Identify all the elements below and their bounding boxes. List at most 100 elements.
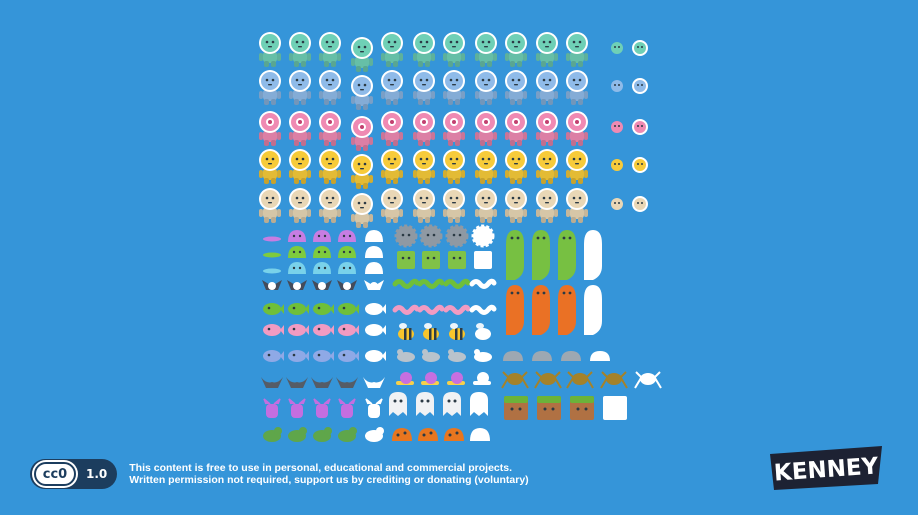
block-sprite (474, 251, 492, 269)
enemy-slime-sprite (313, 230, 331, 242)
grass-block-sprite (504, 396, 528, 420)
beetle-sprite (392, 428, 412, 441)
enemy-turtle-sprite (313, 427, 332, 442)
tall-worm-sprite (558, 230, 576, 280)
enemy-monster-sprite (365, 398, 383, 418)
alien-beige-sprite (351, 193, 373, 228)
beetle-sprite (418, 428, 438, 441)
alien-pink-sprite (381, 111, 403, 146)
mouse-sprite (448, 349, 466, 362)
enemy-monster-sprite (338, 398, 356, 418)
enemy-fish-pink-sprite (263, 324, 284, 336)
enemy-slime-sprite (338, 230, 356, 242)
alien-yellow-sprite (289, 149, 311, 184)
alien-pink-sprite (443, 111, 465, 146)
enemy-slime-blue-sprite (338, 262, 356, 274)
alien-yellow-sprite (443, 149, 465, 184)
worm-sprite (417, 304, 445, 315)
enemy-fish-green-sprite (338, 303, 359, 315)
alien-pink-sprite (351, 116, 373, 151)
worm-sprite (469, 304, 497, 315)
alien-pink-sprite (413, 111, 435, 146)
ghost-sprite (416, 392, 434, 416)
snail-sprite (421, 372, 439, 385)
enemy-slime-sprite (288, 230, 306, 242)
alien-blue-sprite (351, 75, 373, 110)
worm-sprite (443, 278, 471, 289)
alien-yellow-sprite (259, 149, 281, 184)
alien-yellow-sprite (505, 149, 527, 184)
enemy-slime-sprite (263, 236, 281, 242)
alien-pink-sprite (536, 111, 558, 146)
bee-sprite (423, 323, 439, 340)
enemy-fish-pink-sprite (365, 324, 386, 336)
alien-blue-sprite (413, 70, 435, 105)
alien-beige-sprite (566, 188, 588, 223)
saw-gear-sprite (445, 224, 469, 248)
alien-green-sprite (351, 37, 373, 72)
alien-yellow-sprite (413, 149, 435, 184)
tall-worm-sprite (532, 285, 550, 335)
enemy-bird-sprite (263, 350, 284, 362)
alien-green-sprite (505, 32, 527, 67)
worm-sprite (469, 278, 497, 289)
spider-sprite (600, 371, 628, 389)
kenney-logo: KENNEY (770, 446, 882, 490)
enemy-bat-sprite (311, 377, 333, 388)
enemy-fish-pink-sprite (338, 324, 359, 336)
worm-sprite (443, 304, 471, 315)
enemy-slime-blue-sprite (288, 262, 306, 274)
worm-sprite (392, 278, 420, 289)
tall-worm-sprite (558, 285, 576, 335)
alien-green-sprite (289, 32, 311, 67)
enemy-slime-blue-sprite (365, 262, 383, 274)
alien-beige-sprite (259, 188, 281, 223)
alien-pink-sprite (566, 111, 588, 146)
enemy-fly-sprite (262, 280, 282, 290)
alien-yellow-sprite (475, 149, 497, 184)
alien-pink-sprite (505, 111, 527, 146)
mouse-sprite (474, 349, 492, 362)
enemy-turtle-sprite (288, 427, 307, 442)
alien-green-sprite (443, 32, 465, 67)
alien-blue-sprite (505, 70, 527, 105)
mouse-sprite (422, 349, 440, 362)
alien-pink-sprite (289, 111, 311, 146)
alien-yellow-badge-icon (611, 159, 623, 171)
grass-block-sprite (570, 396, 594, 420)
alien-yellow-sprite (319, 149, 341, 184)
alien-blue-sprite (475, 70, 497, 105)
enemy-fly-sprite (364, 280, 384, 290)
enemy-slime-blue-sprite (313, 262, 331, 274)
alien-blue-badge-icon (632, 78, 648, 94)
alien-beige-sprite (289, 188, 311, 223)
spider-sprite (566, 371, 594, 389)
snail-sprite (447, 372, 465, 385)
enemy-bird-sprite (313, 350, 334, 362)
alien-blue-sprite (566, 70, 588, 105)
alien-green-sprite (381, 32, 403, 67)
enemy-turtle-sprite (263, 427, 282, 442)
block-sprite (448, 251, 466, 269)
enemy-fly-sprite (312, 280, 332, 290)
enemy-monster-sprite (288, 398, 306, 418)
alien-green-sprite (536, 32, 558, 67)
enemy-slime-green-sprite (263, 252, 281, 258)
alien-blue-sprite (319, 70, 341, 105)
license-line-1: This content is free to use in personal,… (129, 462, 513, 474)
alien-beige-sprite (536, 188, 558, 223)
enemy-turtle-sprite (338, 427, 357, 442)
worm-sprite (392, 304, 420, 315)
block-sprite (422, 251, 440, 269)
saw-gear-sprite (471, 224, 495, 248)
enemy-fish-green-sprite (365, 303, 386, 315)
enemy-slime-green-sprite (288, 246, 306, 258)
alien-pink-sprite (319, 111, 341, 146)
license-note: This content is free to use in personal,… (129, 462, 528, 486)
alien-beige-sprite (443, 188, 465, 223)
enemy-slime-green-sprite (313, 246, 331, 258)
cloud-slime-sprite (503, 351, 523, 361)
enemy-fish-pink-sprite (288, 324, 309, 336)
enemy-slime-sprite (365, 230, 383, 242)
license-line-2: Written permission not required, support… (129, 474, 529, 486)
